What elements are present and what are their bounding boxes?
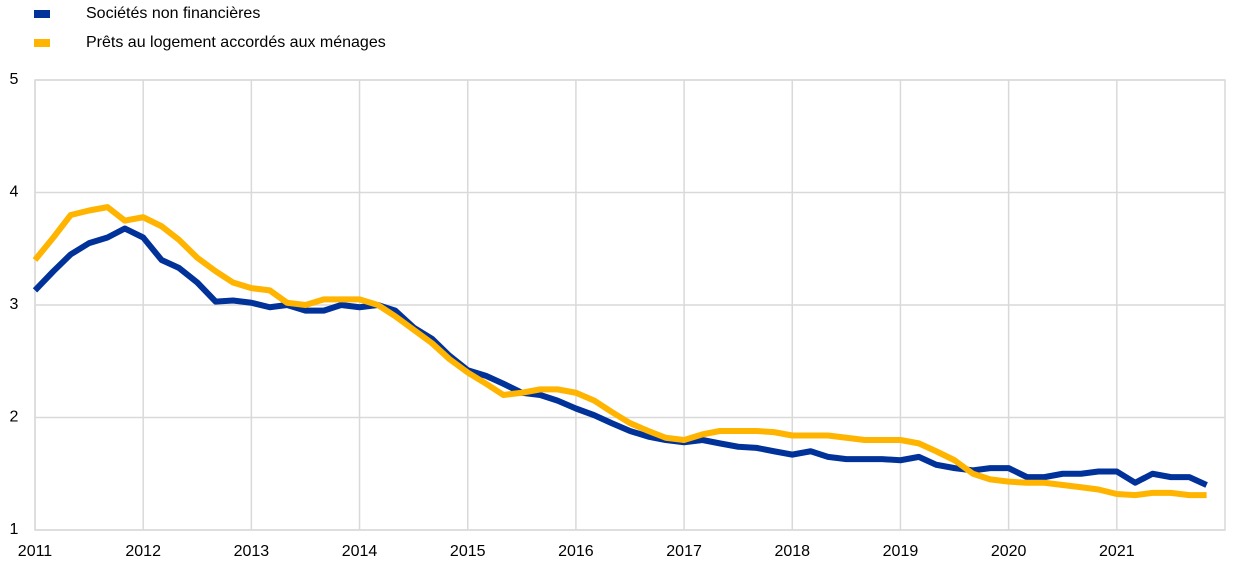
x-tick-label: 2021: [1099, 543, 1135, 560]
legend-label: Sociétés non financières: [86, 5, 260, 22]
y-tick-label: 1: [10, 521, 19, 538]
y-tick-label: 3: [10, 296, 19, 313]
x-tick-label: 2014: [342, 543, 378, 560]
y-tick-label: 2: [10, 409, 19, 426]
series-line: [32, 225, 1208, 488]
series-line: [32, 204, 1207, 499]
x-tick-label: 2012: [125, 543, 161, 560]
y-tick-label: 4: [10, 184, 19, 201]
legend-label: Prêts au logement accordés aux ménages: [86, 34, 386, 51]
x-tick-label: 2018: [774, 543, 810, 560]
x-tick-label: 2016: [558, 543, 594, 560]
x-tick-label: 2020: [991, 543, 1027, 560]
x-tick-label: 2015: [450, 543, 486, 560]
x-tick-label: 2017: [666, 543, 702, 560]
y-tick-label: 5: [10, 71, 19, 88]
x-tick-label: 2019: [883, 543, 919, 560]
x-tick-label: 2013: [234, 543, 270, 560]
legend-swatch: [34, 10, 50, 18]
x-tick-label: 2011: [18, 543, 53, 560]
legend-swatch: [34, 39, 50, 47]
